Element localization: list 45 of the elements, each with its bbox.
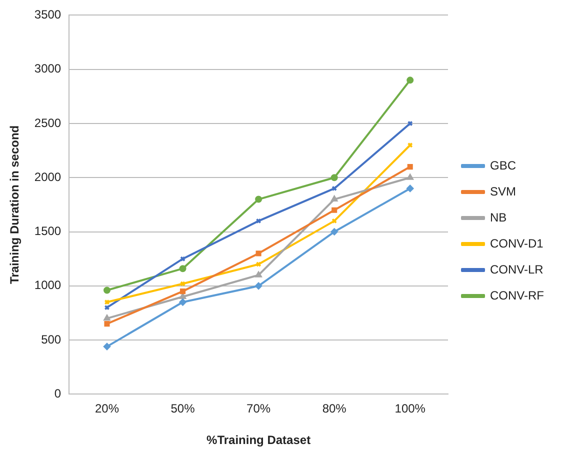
legend-label: GBC [490, 158, 516, 172]
point [180, 288, 186, 294]
x-tick-label: 80% [322, 402, 347, 416]
legend-label: CONV-D1 [490, 236, 544, 250]
point [256, 250, 262, 256]
point [179, 265, 186, 272]
point [104, 314, 110, 321]
y-tick-label: 2500 [34, 116, 62, 130]
point [330, 174, 338, 182]
point [407, 164, 413, 170]
point [406, 174, 414, 180]
point [256, 218, 262, 224]
point [255, 272, 262, 278]
point [332, 207, 338, 213]
y-tick-label: 3500 [34, 8, 62, 22]
point [332, 218, 338, 224]
y-tick-label: 1000 [34, 278, 62, 292]
y-tick-label: 500 [41, 332, 62, 346]
point [179, 298, 186, 306]
point [406, 76, 414, 84]
x-tick-label: 70% [246, 402, 271, 416]
point [180, 280, 186, 287]
y-tick-label: 3000 [34, 62, 62, 76]
legend-label: CONV-RF [490, 288, 544, 302]
point [406, 184, 414, 192]
legend-label: CONV-LR [490, 262, 544, 276]
x-tick-label: 100% [394, 402, 426, 416]
point [103, 343, 110, 350]
x-axis-title: %Training Dataset [206, 433, 311, 448]
point [256, 261, 262, 268]
y-tick-label: 2000 [34, 170, 62, 184]
legend-label: SVM [490, 184, 516, 198]
y-axis-title: Training Duration in second [8, 125, 22, 284]
point [330, 228, 338, 236]
point [255, 282, 262, 290]
point [255, 196, 262, 203]
x-tick-label: 50% [170, 402, 196, 416]
y-tick-label: 1500 [34, 224, 62, 238]
x-tick-label: 20% [94, 402, 120, 416]
y-tick-label: 0 [54, 386, 62, 401]
point [103, 286, 110, 294]
point [180, 256, 186, 262]
point [332, 186, 338, 192]
point [104, 321, 110, 327]
legend-label: NB [490, 210, 507, 224]
